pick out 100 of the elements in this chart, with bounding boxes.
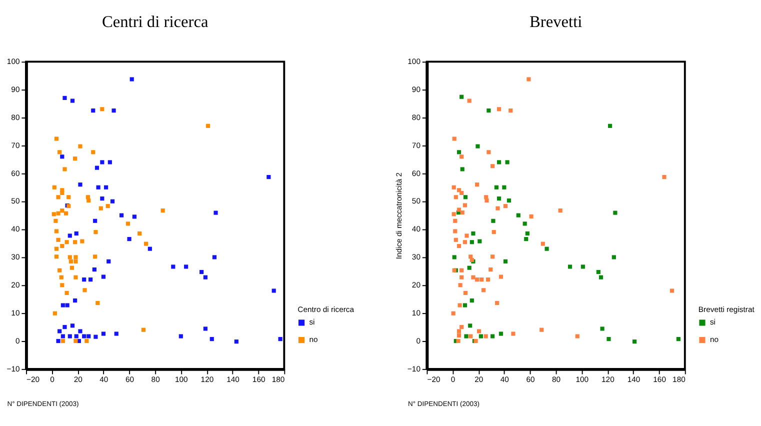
point <box>96 185 100 190</box>
point <box>203 275 208 280</box>
point <box>470 240 474 244</box>
point <box>148 246 152 251</box>
point <box>74 255 78 260</box>
point <box>496 160 502 164</box>
point <box>88 278 93 282</box>
point <box>486 108 491 113</box>
y-tick-label: 30 <box>11 252 20 262</box>
point <box>80 239 84 244</box>
x-tick-label: 180 <box>272 374 285 384</box>
point <box>506 198 512 203</box>
point <box>82 334 86 338</box>
point <box>70 266 74 270</box>
point <box>64 290 69 296</box>
point <box>490 334 495 338</box>
point <box>144 242 148 246</box>
legend-label: si <box>309 318 316 327</box>
y-tick-label: 70 <box>11 140 20 150</box>
point <box>525 231 530 236</box>
point <box>516 213 520 218</box>
point <box>59 275 64 280</box>
point <box>94 230 98 234</box>
point <box>58 150 62 154</box>
point <box>505 160 510 164</box>
x-tick-label: 140 <box>627 374 640 384</box>
point <box>598 275 604 280</box>
point <box>91 108 96 113</box>
point <box>84 338 89 344</box>
point <box>110 199 115 204</box>
y-tick-label: 30 <box>412 252 420 262</box>
point <box>56 195 60 200</box>
point <box>613 210 618 215</box>
point <box>94 166 100 170</box>
point <box>214 210 218 215</box>
point <box>203 326 208 331</box>
point <box>56 211 60 216</box>
x-tick-label: 20 <box>74 374 82 384</box>
point <box>470 298 474 303</box>
point <box>66 195 71 200</box>
point <box>58 329 62 334</box>
y-tick-label: 90 <box>11 84 20 94</box>
point <box>141 328 146 332</box>
y-tick-label: 100 <box>6 57 20 66</box>
point <box>106 259 111 264</box>
point <box>498 332 504 336</box>
point <box>60 334 65 338</box>
point <box>568 264 572 269</box>
x-tick-label: 160 <box>653 374 666 384</box>
x-tick-label: 60 <box>526 374 535 384</box>
y-tick-label: 10 <box>11 308 20 318</box>
point <box>54 229 59 234</box>
point <box>93 218 98 223</box>
point <box>456 150 462 154</box>
point <box>108 160 112 164</box>
point <box>524 237 528 242</box>
point <box>70 98 75 103</box>
point <box>544 246 549 251</box>
point <box>60 208 64 213</box>
point <box>106 204 110 208</box>
point <box>460 167 464 172</box>
point <box>522 222 527 226</box>
legend-title: Brevetti registrat <box>698 305 756 314</box>
point <box>74 338 78 344</box>
legend-label: si <box>710 318 716 327</box>
point <box>78 144 82 148</box>
point <box>60 283 64 288</box>
point <box>100 160 104 164</box>
point <box>91 150 96 154</box>
y-tick-label: 0 <box>15 336 20 346</box>
x-tick-label: −20 <box>26 374 40 384</box>
y-tick-label: 0 <box>416 336 420 346</box>
point <box>101 332 106 336</box>
y-tick-label: 70 <box>412 140 420 150</box>
y-tick-label: 90 <box>412 84 420 94</box>
y-tick-label: 20 <box>412 280 420 290</box>
point <box>234 340 238 344</box>
point <box>82 278 86 282</box>
point <box>580 264 585 269</box>
point <box>100 107 104 112</box>
point <box>100 196 104 201</box>
point <box>74 334 78 338</box>
point <box>74 259 78 264</box>
point <box>86 198 91 203</box>
point <box>112 108 116 113</box>
point <box>471 231 476 236</box>
point <box>496 196 502 201</box>
point <box>608 124 612 128</box>
y-tick-label: 50 <box>412 196 420 206</box>
point <box>126 222 130 226</box>
point <box>503 259 508 264</box>
point <box>468 324 472 328</box>
x-tick-label: 40 <box>500 374 509 384</box>
x-tick-label: 0 <box>450 374 456 384</box>
point <box>606 337 611 342</box>
point <box>464 334 468 338</box>
point <box>632 340 637 344</box>
y-tick-label: 50 <box>11 196 20 206</box>
point <box>62 96 67 100</box>
point <box>86 334 91 338</box>
